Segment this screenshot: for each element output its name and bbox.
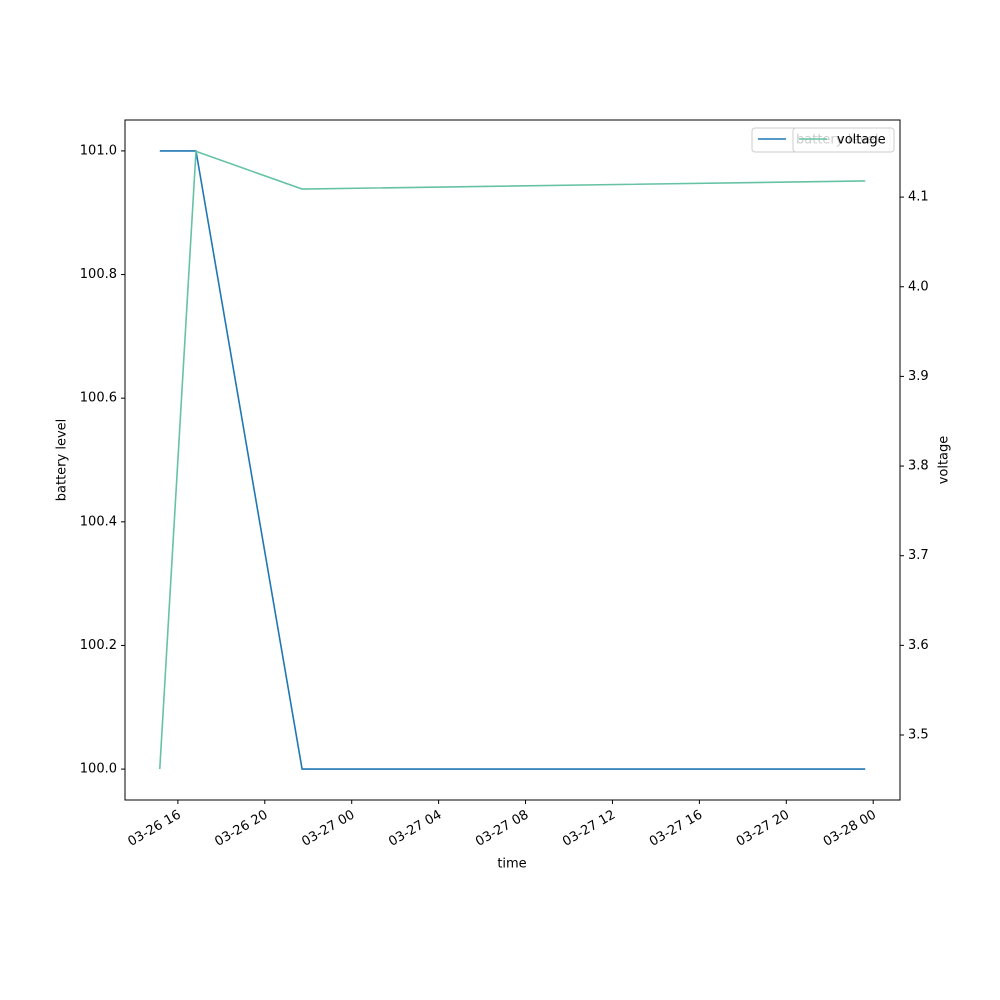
y-tick-label: 100.2 (80, 638, 117, 653)
y-tick-label: 100.0 (80, 762, 117, 777)
y2-axis-label: voltage (937, 436, 952, 485)
x-tick-label: 03-26 20 (212, 808, 270, 850)
x-axis-label: time (497, 857, 526, 872)
x-tick-label: 03-26 16 (126, 808, 184, 850)
plot-frame (124, 119, 901, 801)
y-tick-label: 101.0 (80, 143, 117, 158)
x-tick-label: 03-27 08 (473, 808, 531, 850)
y-tick-label: 100.4 (80, 514, 117, 529)
y-tick-label: 100.6 (80, 391, 117, 406)
y2-tick-label: 3.8 (908, 459, 929, 474)
y2-tick-label: 3.6 (908, 638, 929, 653)
series-line (158, 150, 866, 770)
x-tick-label: 03-28 00 (821, 808, 879, 850)
y2-tick-label: 3.7 (908, 548, 929, 563)
legend-label: voltage (837, 133, 886, 148)
y2-tick-label: 3.5 (908, 728, 929, 743)
y2-tick-label: 4.1 (908, 190, 929, 205)
x-tick-label: 03-27 00 (299, 808, 357, 850)
legend: voltage (792, 127, 895, 153)
x-tick-label: 03-27 12 (560, 808, 618, 850)
y2-tick-label: 4.0 (908, 279, 929, 294)
x-tick-label: 03-27 20 (734, 808, 792, 850)
x-tick-label: 03-27 04 (386, 808, 444, 850)
series-line (159, 150, 866, 770)
legend-box (792, 127, 895, 153)
x-tick-label: 03-27 16 (647, 808, 705, 850)
y-axis-label: battery level (55, 419, 70, 502)
y2-tick-label: 3.9 (908, 369, 929, 384)
y-tick-label: 100.8 (80, 267, 117, 282)
